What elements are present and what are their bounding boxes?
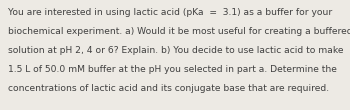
Text: biochemical experiment. a) Would it be most useful for creating a buffered: biochemical experiment. a) Would it be m… bbox=[8, 27, 350, 36]
Text: solution at pH 2, 4 or 6? Explain. b) You decide to use lactic acid to make: solution at pH 2, 4 or 6? Explain. b) Yo… bbox=[8, 46, 343, 55]
Text: 1.5 L of 50.0 mM buffer at the pH you selected in part a. Determine the: 1.5 L of 50.0 mM buffer at the pH you se… bbox=[8, 65, 337, 74]
Text: You are interested in using lactic acid (pKa  =  3.1) as a buffer for your: You are interested in using lactic acid … bbox=[8, 8, 332, 17]
Text: concentrations of lactic acid and its conjugate base that are required.: concentrations of lactic acid and its co… bbox=[8, 84, 329, 93]
